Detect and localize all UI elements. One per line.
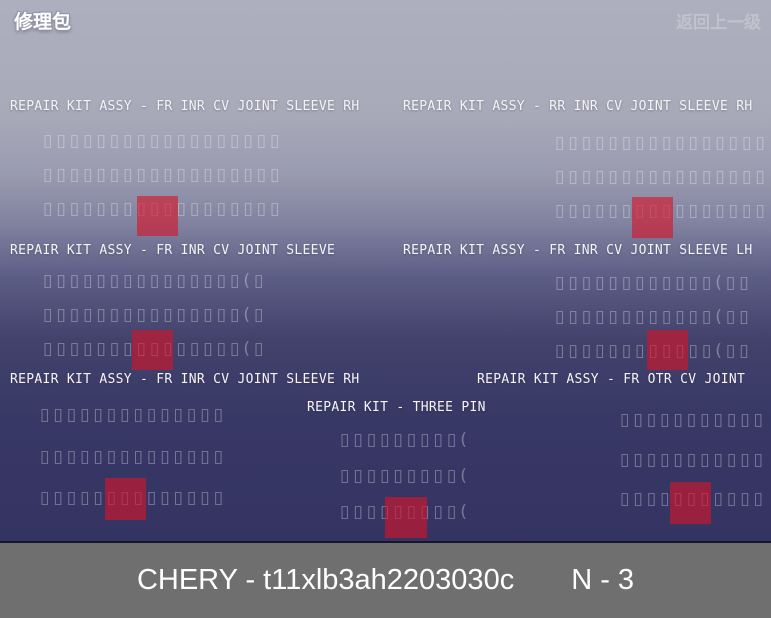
part-highlight-marker[interactable] (632, 197, 673, 238)
part-caption-row: ▯▯▯▯▯▯▯▯▯▯▯▯▯▯ (40, 405, 227, 425)
part-highlight-marker[interactable] (647, 330, 688, 370)
part-caption-row: ▯▯▯▯▯▯▯▯▯▯▯▯▯▯▯(▯ (43, 271, 268, 291)
part-label-fr-inr-cv-joint-sleeve-lh[interactable]: REPAIR KIT ASSY - FR INR CV JOINT SLEEVE… (403, 243, 753, 258)
part-label-rr-inr-cv-joint-sleeve-rh[interactable]: REPAIR KIT ASSY - RR INR CV JOINT SLEEVE… (403, 99, 753, 114)
part-caption-row: ▯▯▯▯▯▯▯▯▯▯▯▯(▯▯ (555, 307, 753, 327)
part-caption-row: ▯▯▯▯▯▯▯▯▯▯▯ (620, 410, 767, 430)
part-caption-row: ▯▯▯▯▯▯▯▯▯▯▯▯(▯▯ (555, 273, 753, 293)
part-caption-row: ▯▯▯▯▯▯▯▯▯▯▯▯▯▯▯▯ (555, 133, 769, 153)
back-to-previous-button[interactable]: 返回上一级 (676, 13, 761, 33)
part-label-fr-otr-cv-joint[interactable]: REPAIR KIT ASSY - FR OTR CV JOINT (477, 372, 746, 387)
part-caption-row: ▯▯▯▯▯▯▯▯▯▯▯▯▯▯ (40, 447, 227, 467)
part-caption-row: ▯▯▯▯▯▯▯▯▯▯▯▯▯▯▯▯ (555, 167, 769, 187)
part-highlight-marker[interactable] (137, 196, 178, 236)
vehicle-code-label: CHERY - t11xlb3ah2203030c (136, 564, 515, 596)
part-highlight-marker[interactable] (132, 330, 173, 370)
part-label-fr-inr-cv-joint-sleeve[interactable]: REPAIR KIT ASSY - FR INR CV JOINT SLEEVE (10, 243, 336, 258)
part-label-fr-inr-cv-joint-sleeve-rh-2[interactable]: REPAIR KIT ASSY - FR INR CV JOINT SLEEVE… (10, 372, 360, 387)
part-caption-row: ▯▯▯▯▯▯▯▯▯( (340, 430, 471, 450)
part-caption-row: ▯▯▯▯▯▯▯▯▯▯▯▯▯▯▯▯▯▯ (43, 131, 284, 151)
page-title: 修理包 (14, 11, 72, 33)
page-ref-label: N - 3 (571, 564, 635, 596)
part-label-three-pin[interactable]: REPAIR KIT - THREE PIN (307, 400, 486, 415)
part-label-fr-inr-cv-joint-sleeve-rh[interactable]: REPAIR KIT ASSY - FR INR CV JOINT SLEEVE… (10, 99, 360, 114)
part-highlight-marker[interactable] (670, 482, 711, 524)
part-caption-row: ▯▯▯▯▯▯▯▯▯▯▯▯▯▯▯(▯ (43, 305, 268, 325)
part-caption-row: ▯▯▯▯▯▯▯▯▯▯▯ (620, 450, 767, 470)
status-bar: CHERY - t11xlb3ah2203030c N - 3 (0, 541, 771, 618)
part-caption-row: ▯▯▯▯▯▯▯▯▯▯▯▯▯▯▯▯▯▯ (43, 165, 284, 185)
part-highlight-marker[interactable] (385, 497, 427, 538)
part-highlight-marker[interactable] (105, 478, 146, 520)
part-caption-row: ▯▯▯▯▯▯▯▯▯( (340, 466, 471, 486)
